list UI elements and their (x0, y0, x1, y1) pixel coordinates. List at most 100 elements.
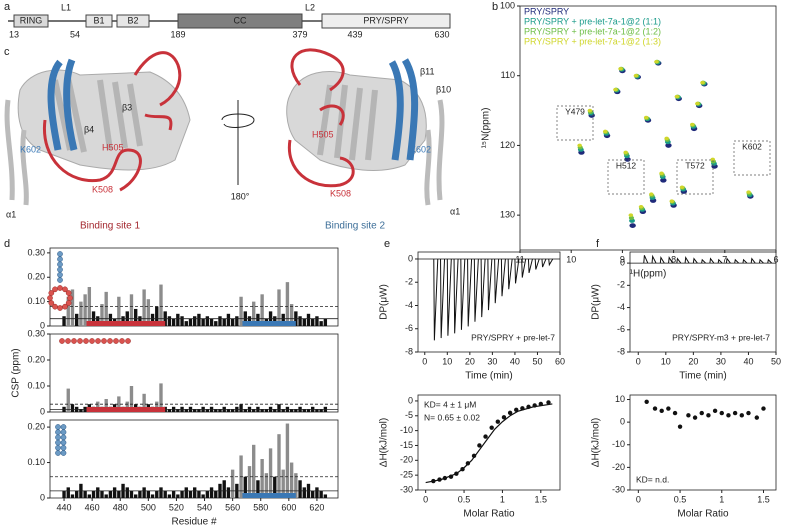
bar (226, 487, 231, 498)
bar (96, 487, 100, 498)
data-point (489, 425, 494, 430)
nucleotide (89, 338, 95, 344)
injection-peak (541, 258, 547, 268)
y-tick-label: -6 (405, 323, 413, 333)
helix (4, 99, 29, 206)
bar (104, 399, 108, 412)
x-axis-label: Time (min) (679, 371, 726, 382)
bar (180, 316, 184, 326)
y-axis-label: CSP (ppm) (11, 348, 22, 397)
residue-number: 189 (170, 29, 185, 39)
injection-peak (758, 258, 764, 264)
injection-peak (651, 254, 657, 264)
nucleotide (113, 338, 119, 344)
data-point (465, 461, 471, 466)
nucleotide (55, 439, 61, 446)
site-label: Binding site 1 (80, 221, 140, 232)
annotation: H512 (616, 160, 637, 170)
data-point (507, 410, 513, 416)
bar (176, 494, 180, 498)
injection-peak (668, 256, 673, 264)
legend-entry: PRY/SPRY + pre-let-7a-1@2 (1:3) (524, 36, 661, 46)
y-tick-label: -2 (617, 280, 625, 290)
peak (587, 108, 593, 113)
nucleotide (65, 338, 71, 344)
bar (260, 409, 264, 412)
x-tick-label: 10 (566, 254, 576, 264)
bar (184, 487, 188, 498)
peak (577, 143, 582, 148)
x-tick-label: 40 (743, 356, 753, 366)
injection-peak (767, 258, 773, 264)
data-point (471, 453, 477, 459)
structure-label: α1 (450, 206, 460, 216)
panel-letter: c (4, 46, 10, 58)
y-tick-label: 0 (408, 395, 413, 405)
y-tick-label: -4 (617, 302, 625, 312)
helix (424, 99, 445, 206)
bar (104, 494, 108, 498)
bar (289, 462, 294, 498)
structure-left (4, 51, 191, 206)
injection-peak (725, 257, 731, 264)
bar (256, 313, 260, 326)
injection-peak (534, 258, 540, 270)
bar (252, 444, 256, 498)
peak (679, 185, 685, 190)
peak (624, 156, 631, 162)
bar (323, 318, 328, 326)
nucleotide (60, 444, 67, 451)
nucleotide (62, 286, 68, 293)
nucleotide (55, 424, 61, 430)
annotation: KD= 4 ± 1 μM (424, 399, 476, 409)
region-bar (86, 321, 166, 326)
x-axis-label: Molar Ratio (463, 509, 515, 520)
bar (129, 386, 134, 412)
structure-label: K602 (20, 144, 41, 154)
bar (197, 313, 201, 326)
bar (285, 423, 290, 498)
peak (664, 136, 669, 141)
peak (618, 66, 623, 71)
structure-label: K602 (410, 144, 431, 154)
bar (155, 490, 159, 498)
bar (163, 490, 167, 498)
domain-label: CC (234, 15, 247, 25)
nucleotide (83, 338, 89, 344)
peak (629, 223, 636, 229)
injection-peak (742, 258, 748, 264)
nucleotide (60, 429, 67, 436)
y-axis-label: ΔH(kJ/mol) (379, 418, 390, 467)
bar (66, 487, 70, 498)
injection-peak (717, 258, 723, 264)
injection-peak (460, 258, 466, 330)
residue-number: 439 (347, 29, 362, 39)
bar (302, 487, 306, 498)
domain-box (13, 14, 49, 28)
bar (294, 473, 298, 498)
legend-entry: PRY/SPRY (524, 6, 569, 16)
bar (205, 409, 210, 412)
bar (70, 289, 75, 326)
y-axis-label: ¹⁵N(ppm) (481, 108, 492, 149)
bar (235, 316, 239, 326)
bar (252, 409, 256, 412)
bar (150, 313, 155, 326)
annotation: Y479 (565, 106, 585, 116)
bar (214, 490, 218, 498)
y-tick-label: 0.20 (27, 272, 45, 282)
bar (171, 490, 176, 498)
bar (184, 409, 188, 412)
x-axis-label: ¹H(ppm) (630, 269, 667, 280)
data-point (495, 419, 501, 424)
panel-letter: e (384, 238, 390, 250)
bar (167, 494, 172, 498)
bar (134, 308, 138, 326)
bar (70, 404, 75, 412)
structure-label: α1 (6, 209, 16, 219)
zoom-box (556, 105, 594, 141)
domain-box (85, 14, 113, 28)
annotation: PRY/SPRY + pre-let-7 (471, 332, 555, 342)
linker-label: L2 (305, 2, 315, 12)
plot-frame (417, 394, 561, 491)
